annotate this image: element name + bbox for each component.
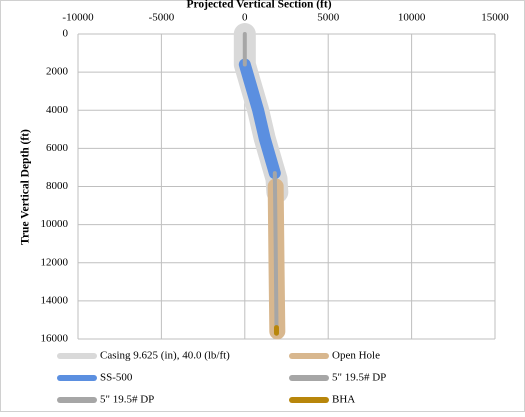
y-tick-label: 10000 bbox=[41, 218, 69, 230]
y-tick-label: 8000 bbox=[46, 180, 69, 192]
y-axis-label: True Vertical Depth (ft) bbox=[20, 129, 32, 245]
y-tick-label: 16000 bbox=[41, 333, 69, 345]
legend-label: 5" 19.5# DP bbox=[100, 394, 154, 406]
legend-label: SS-500 bbox=[100, 372, 133, 384]
y-tick-label: 14000 bbox=[41, 294, 69, 306]
x-tick-label: 15000 bbox=[481, 12, 509, 24]
y-tick-label: 0 bbox=[63, 28, 69, 40]
x-tick-label: -5000 bbox=[149, 12, 175, 24]
x-tick-label: 0 bbox=[242, 12, 248, 24]
y-tick-label: 12000 bbox=[41, 256, 69, 268]
legend-label: BHA bbox=[332, 394, 355, 406]
y-tick-label: 4000 bbox=[46, 104, 69, 116]
y-tick-label: 6000 bbox=[46, 142, 69, 154]
legend-label: 5" 19.5# DP bbox=[332, 372, 386, 384]
well-path bbox=[272, 171, 279, 330]
chart-title: Projected Vertical Section (ft) bbox=[186, 0, 331, 11]
legend-label: Open Hole bbox=[332, 350, 380, 362]
legend-label: Casing 9.625 (in), 40.0 (lb/ft) bbox=[100, 350, 230, 362]
x-tick-label: 5000 bbox=[317, 12, 340, 24]
y-tick-label: 2000 bbox=[46, 66, 69, 78]
well-path bbox=[238, 58, 281, 180]
x-tick-label: -10000 bbox=[62, 12, 94, 24]
x-tick-label: 10000 bbox=[398, 12, 426, 24]
